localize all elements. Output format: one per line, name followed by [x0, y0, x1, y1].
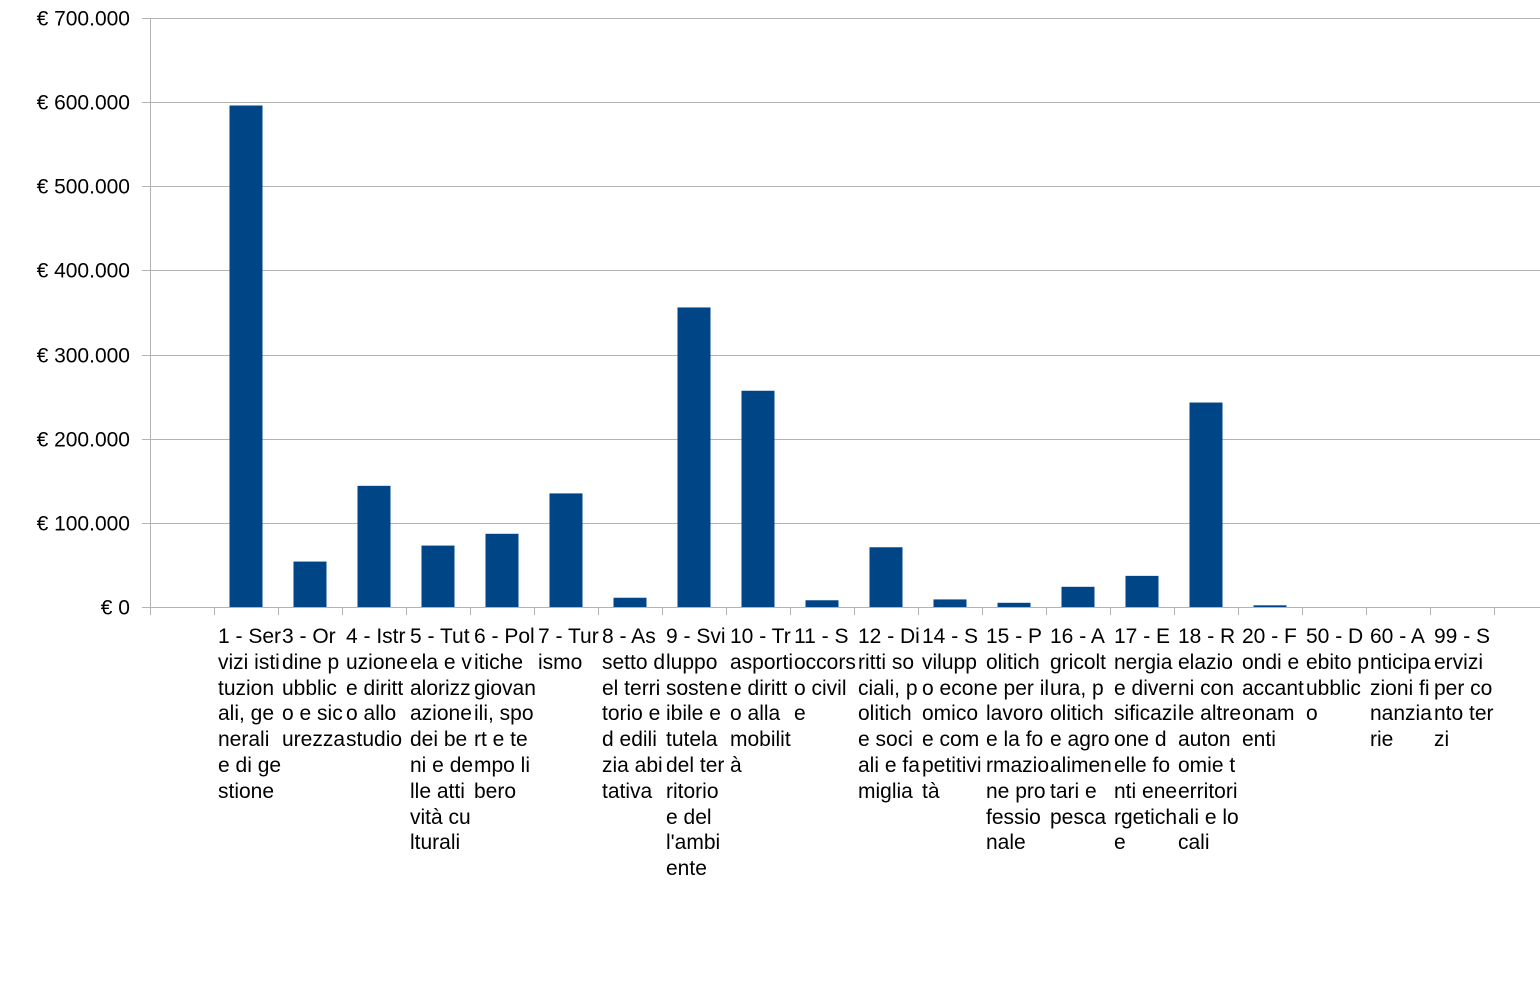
bar	[805, 600, 839, 607]
x-tick-label: 15 - Politiche per il lavoro e la formaz…	[986, 625, 1050, 855]
bar	[741, 390, 775, 607]
bar	[293, 561, 327, 607]
bar	[485, 533, 519, 607]
bar	[1189, 402, 1223, 607]
bar	[357, 485, 391, 607]
x-tick-label: 14 - Sviluppo economico e competitività	[922, 625, 986, 803]
x-tick-label: 1 - Servizi istituzionali, generali e di…	[218, 625, 282, 803]
bar	[421, 545, 455, 607]
y-tick-label: € 500.000	[37, 176, 130, 199]
bar	[1061, 586, 1095, 607]
y-tick-label: € 100.000	[37, 513, 130, 536]
bar	[997, 602, 1031, 607]
x-tick-label: 3 - Ordine pubblico e sicurezza	[282, 625, 346, 752]
bar	[933, 599, 967, 607]
bar	[869, 547, 903, 607]
x-tick-label: 8 - Assetto del territorio ed edilizia a…	[602, 625, 666, 803]
y-tick-label: € 200.000	[37, 429, 130, 452]
x-tick-label: 10 - Trasporti e diritto alla mobilità	[730, 625, 794, 777]
x-tick-label: 18 - Relazioni con le altre autonomie te…	[1178, 625, 1242, 855]
axes	[150, 18, 1495, 615]
x-tick-label: 7 - Turismo	[538, 625, 599, 674]
y-tick-label: € 300.000	[37, 345, 130, 368]
x-tick-label: 50 - Debito pubblico	[1306, 625, 1370, 726]
y-tick-label: € 600.000	[37, 92, 130, 115]
bar	[1125, 575, 1159, 607]
y-tick-label: € 700.000	[37, 8, 130, 31]
bars	[229, 105, 1287, 607]
x-tick-label: 4 - Istruzione e diritto allo studio	[346, 625, 408, 752]
bar	[613, 597, 647, 607]
bar	[677, 307, 711, 607]
x-tick-label: 99 - Servizi per conto terzi	[1434, 625, 1494, 752]
bar	[229, 105, 263, 607]
gridlines	[142, 18, 1540, 608]
y-tick-label: € 0	[101, 597, 130, 620]
x-tick-label: 9 - Sviluppo sostenibile e tutela del te…	[666, 625, 728, 881]
bar	[1253, 605, 1287, 607]
x-tick-label: 16 - Agricoltura, politiche agroalimenta…	[1050, 625, 1112, 829]
bar	[549, 493, 583, 607]
x-tick-label: 5 - Tutela e valorizzazione dei beni e d…	[410, 625, 474, 855]
x-tick-label: 60 - Anticipazioni finanziarie	[1370, 625, 1432, 752]
y-tick-label: € 400.000	[37, 260, 130, 283]
y-axis-tick-labels: € 0 € 100.000 € 200.000 € 300.000 € 400.000 €…	[37, 8, 130, 620]
x-tick-label: 6 - Politiche giovanili, sport e tempo l…	[474, 625, 536, 803]
x-tick-label: 20 - Fondi e accantonamenti	[1242, 625, 1304, 752]
x-tick-label: 17 - Energia e diversificazione delle fo…	[1114, 625, 1178, 855]
x-tick-label: 12 - Diritti sociali, politiche sociali …	[858, 625, 920, 803]
x-tick-label: 11 - Soccorso civile	[794, 625, 856, 726]
